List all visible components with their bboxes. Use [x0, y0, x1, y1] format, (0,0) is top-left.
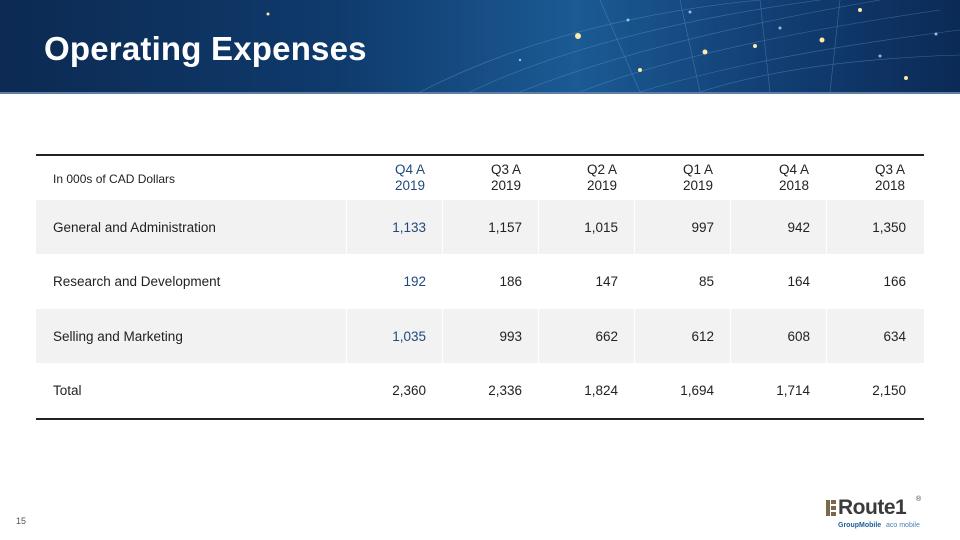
table-cell: 612 [691, 329, 714, 344]
table-total-row: Total 2,360 2,336 1,824 1,694 1,714 2,15… [36, 363, 924, 417]
table-cell: 186 [499, 274, 522, 289]
banner-divider [0, 92, 960, 94]
table-cell: 634 [883, 329, 906, 344]
column-separator [826, 200, 827, 254]
table-cell: 997 [691, 220, 714, 235]
table-cell: 1,694 [680, 383, 714, 398]
column-header: Q4 A 2019 [394, 162, 426, 193]
table-bottom-rule [36, 418, 924, 420]
table-row: Selling and Marketing 1,035 993 662 612 … [36, 309, 924, 363]
network-background-graphic [266, 0, 960, 92]
column-separator [538, 309, 539, 363]
table-cell: 942 [787, 220, 810, 235]
column-separator [730, 309, 731, 363]
route1-mark-icon [826, 500, 836, 516]
column-header: Q3 A 2019 [490, 162, 522, 193]
column-header: Q1 A 2019 [682, 162, 714, 193]
logo-wordmark: Route1 [838, 496, 907, 519]
table-cell: 993 [499, 329, 522, 344]
column-separator [634, 309, 635, 363]
table-cell: 2,360 [392, 383, 426, 398]
units-label: In 000s of CAD Dollars [53, 172, 176, 186]
table-cell: 164 [787, 274, 810, 289]
logo-registered: ® [916, 496, 922, 503]
table-cell: 192 [403, 274, 426, 289]
column-header: Q3 A 2018 [874, 162, 906, 193]
table-cell: 1,157 [488, 220, 522, 235]
table-cell: 662 [595, 329, 618, 344]
table-cell: 1,015 [584, 220, 618, 235]
table-cell: 1,824 [584, 383, 618, 398]
column-separator [538, 200, 539, 254]
table-cell: 1,350 [872, 220, 906, 235]
column-separator [730, 200, 731, 254]
table-cell: 166 [883, 274, 906, 289]
column-header: Q4 A 2018 [778, 162, 810, 193]
page-number: 15 [16, 516, 27, 526]
table-top-rule [36, 154, 924, 156]
table-cell: 2,336 [488, 383, 522, 398]
table-cell: 2,150 [872, 383, 906, 398]
column-separator [346, 309, 347, 363]
column-separator [346, 200, 347, 254]
table-cell: 1,714 [776, 383, 810, 398]
route1-logo: Route1 ® GroupMobile aco mobile [826, 496, 926, 536]
table-cell: 85 [698, 274, 714, 289]
row-label: General and Administration [53, 220, 216, 235]
page-title: Operating Expenses [44, 30, 367, 67]
row-label: Total [53, 383, 82, 398]
column-header: Q2 A 2019 [586, 162, 618, 193]
table-cell: 1,035 [392, 329, 426, 344]
table-cell: 147 [595, 274, 618, 289]
table-row: General and Administration 1,133 1,157 1… [36, 200, 924, 254]
table-cell: 608 [787, 329, 810, 344]
row-label: Selling and Marketing [53, 329, 183, 344]
table-header-row: In 000s of CAD Dollars Q4 A 2019 Q3 A 2019… [36, 156, 924, 210]
column-separator [634, 200, 635, 254]
column-separator [442, 309, 443, 363]
table-cell: 1,133 [392, 220, 426, 235]
table-row: Research and Development 192 186 147 85 … [36, 254, 924, 308]
logo-sub-left: GroupMobile [838, 522, 882, 529]
row-label: Research and Development [53, 274, 221, 289]
column-separator [826, 309, 827, 363]
logo-sub-right: aco mobile [886, 522, 920, 529]
header-banner: Operating Expenses [0, 0, 960, 92]
column-separator [442, 200, 443, 254]
